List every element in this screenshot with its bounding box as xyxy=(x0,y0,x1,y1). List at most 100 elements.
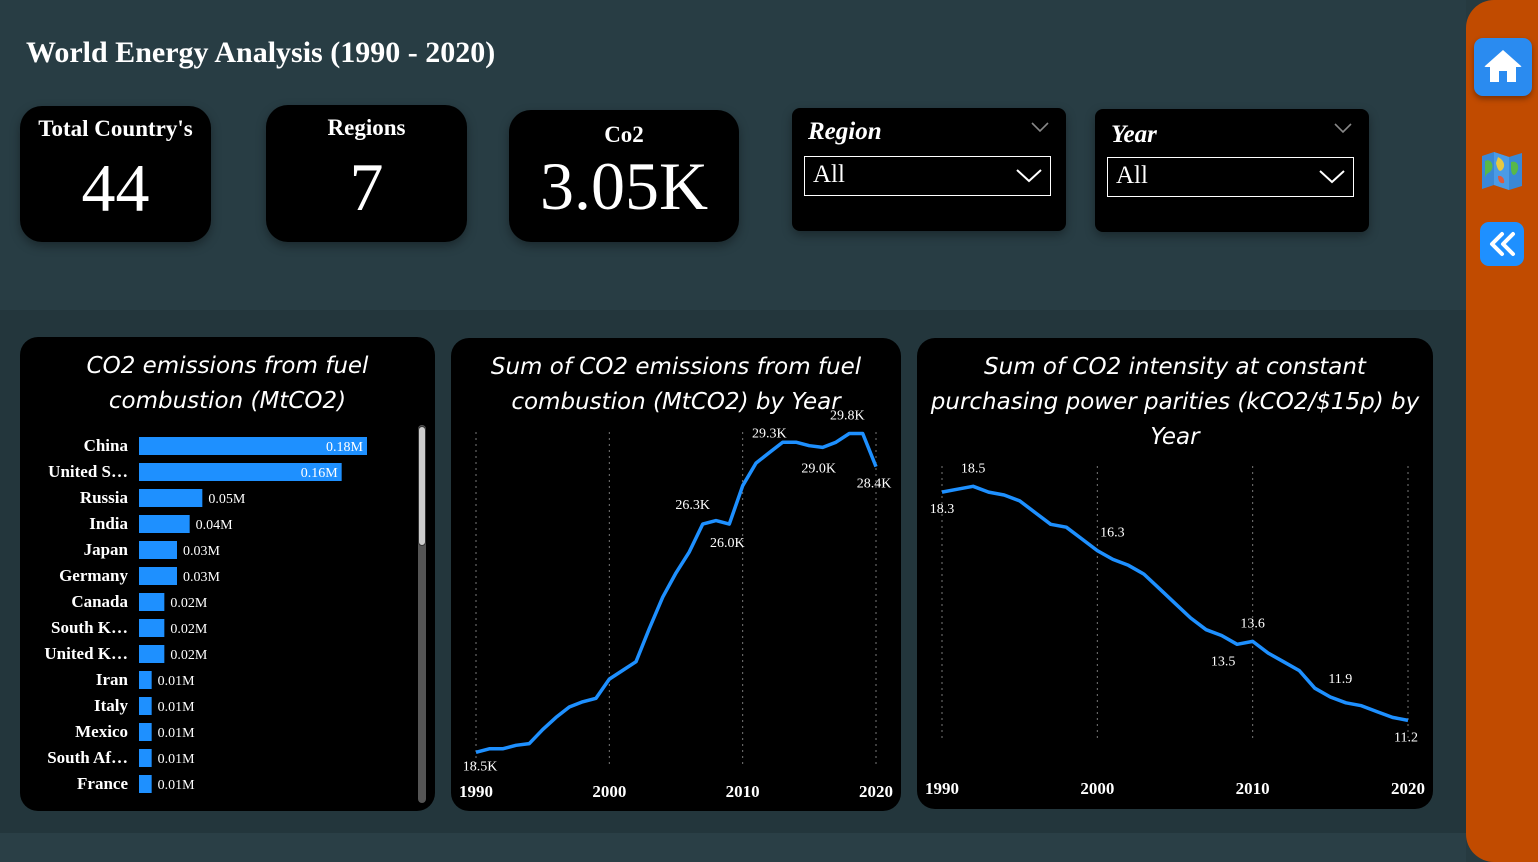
year-slicer: Year All xyxy=(1095,109,1369,232)
data-label: 28.4K xyxy=(857,477,892,492)
bar xyxy=(139,775,152,793)
data-label: 29.3K xyxy=(752,427,787,442)
bar-category-label: China xyxy=(84,436,129,455)
card-co2: Co2 3.05K xyxy=(509,110,739,242)
home-icon xyxy=(1484,50,1522,82)
co2-line-chart: 1990 2000 2010 2020 18.5K 26.3K 26.0K 29.3K 29.0… xyxy=(459,408,893,801)
bar-chart-title: CO2 emissions from fuel combustion (MtCO… xyxy=(86,353,369,414)
x-tick-label: 2020 xyxy=(1391,779,1425,798)
bar-data-label: 0.01M xyxy=(158,726,196,741)
bar-data-label: 0.01M xyxy=(158,674,196,689)
chevron-down-icon[interactable] xyxy=(1030,120,1050,134)
bar-data-label: 0.02M xyxy=(170,648,208,663)
data-label: 18.5K xyxy=(463,759,498,774)
bar-chart-panel: CO2 emissions from fuel combustion (MtCO… xyxy=(20,337,435,811)
bar xyxy=(139,697,152,715)
dropdown-arrow-icon xyxy=(1016,169,1042,183)
bar-data-label: 0.16M xyxy=(301,466,339,481)
card-label: Regions xyxy=(327,115,406,140)
card-total-countries: Total Country's 44 xyxy=(20,106,211,242)
bar-category-label: Iran xyxy=(96,670,129,689)
bar xyxy=(139,619,165,637)
bar-category-label: India xyxy=(89,514,128,533)
data-label: 29.8K xyxy=(830,408,865,423)
bar-category-label: United S… xyxy=(48,462,128,481)
double-chevron-left-icon xyxy=(1490,232,1515,256)
intensity-line-chart: 1990 2000 2010 2020 18.3 18.5 16.3 13.5 13.6 11.9… xyxy=(925,461,1425,798)
bar-category-label: Italy xyxy=(94,696,129,715)
map-button[interactable] xyxy=(1480,148,1524,192)
bar xyxy=(139,723,152,741)
bar xyxy=(139,593,165,611)
bar-data-label: 0.01M xyxy=(158,752,196,767)
bar-data-label: 0.02M xyxy=(170,596,208,611)
bar-data-label: 0.01M xyxy=(158,700,196,715)
x-tick-label: 2010 xyxy=(726,782,760,801)
bar xyxy=(139,567,177,585)
card-label: Total Country's xyxy=(38,116,193,141)
bar-data-label: 0.01M xyxy=(158,778,196,793)
bar-category-label: Mexico xyxy=(75,722,128,741)
bar xyxy=(139,645,165,663)
co2-line-chart-title: Sum of CO2 emissions from fuel combustio… xyxy=(490,354,862,415)
bar xyxy=(139,515,190,533)
bar xyxy=(139,463,342,481)
dropdown-arrow-icon xyxy=(1319,170,1345,184)
region-dropdown-value: All xyxy=(813,161,845,188)
data-label: 18.5 xyxy=(961,461,986,476)
bar-category-label: Canada xyxy=(71,592,128,611)
bar-category-label: Germany xyxy=(59,566,128,585)
region-dropdown[interactable]: All xyxy=(804,156,1051,196)
data-label: 13.5 xyxy=(1211,654,1236,669)
card-value: 3.05K xyxy=(539,148,709,224)
bar-category-label: France xyxy=(77,774,128,793)
data-label: 11.9 xyxy=(1328,672,1352,687)
x-tick-label: 2020 xyxy=(859,782,893,801)
bar-category-label: United K… xyxy=(44,644,128,663)
bar-category-label: South Af… xyxy=(47,748,128,767)
bar-data-label: 0.05M xyxy=(208,492,246,507)
data-label: 13.6 xyxy=(1240,616,1265,631)
back-button[interactable] xyxy=(1480,222,1524,266)
scrollbar-thumb[interactable] xyxy=(418,426,426,546)
x-tick-label: 2000 xyxy=(592,782,626,801)
x-tick-label: 1990 xyxy=(459,782,493,801)
data-label: 11.2 xyxy=(1394,730,1418,745)
bar-category-label: Russia xyxy=(80,488,129,507)
data-label: 26.3K xyxy=(675,498,710,513)
bar-data-label: 0.02M xyxy=(170,622,208,637)
series-line xyxy=(941,484,1409,723)
data-label: 18.3 xyxy=(930,502,955,517)
bar xyxy=(139,541,177,559)
bar-data-label: 0.18M xyxy=(326,440,364,455)
chevron-down-icon[interactable] xyxy=(1333,121,1353,135)
bar-data-label: 0.04M xyxy=(196,518,234,533)
region-slicer-title: Region xyxy=(808,118,882,145)
bar-data-label: 0.03M xyxy=(183,570,221,585)
page-title: World Energy Analysis (1990 - 2020) xyxy=(26,36,496,69)
co2-line-chart-panel: Sum of CO2 emissions from fuel combustio… xyxy=(451,338,901,811)
card-label: Co2 xyxy=(604,122,644,147)
card-value: 44 xyxy=(81,150,150,226)
nav-sidebar xyxy=(1466,0,1538,862)
data-label: 16.3 xyxy=(1100,526,1125,541)
region-slicer: Region All xyxy=(792,108,1066,231)
card-regions: Regions 7 xyxy=(266,105,467,242)
data-label: 29.0K xyxy=(801,461,836,476)
x-tick-label: 2010 xyxy=(1236,779,1270,798)
x-tick-label: 1990 xyxy=(925,779,959,798)
year-dropdown-value: All xyxy=(1116,162,1148,189)
bottom-strip xyxy=(0,833,1466,862)
bar xyxy=(139,671,152,689)
year-dropdown[interactable]: All xyxy=(1107,157,1354,197)
map-icon xyxy=(1482,152,1522,190)
card-value: 7 xyxy=(349,149,384,225)
bar-category-label: South K… xyxy=(51,618,128,637)
bar-category-label: Japan xyxy=(84,540,129,559)
bar-chart: China 0.18M United S… 0.16M Russia 0.05M India… xyxy=(44,436,367,793)
bar xyxy=(139,489,203,507)
scrollbar-track[interactable] xyxy=(418,425,426,803)
bar xyxy=(139,749,152,767)
home-button[interactable] xyxy=(1474,38,1532,96)
year-slicer-title: Year xyxy=(1111,121,1157,148)
